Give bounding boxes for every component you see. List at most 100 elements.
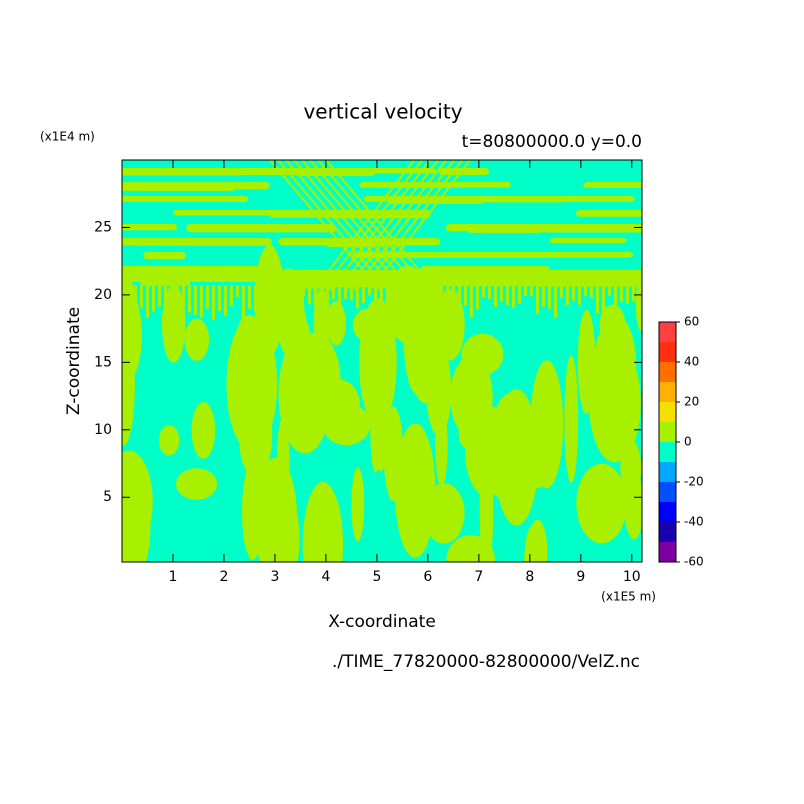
contour-region [175,468,218,500]
y-tick-label: 20 [94,287,112,303]
x-tick-label: 6 [423,569,432,585]
contour-region [301,160,413,291]
contour-region [435,405,448,487]
contour-region [345,160,447,291]
contour-region [356,285,359,309]
contour-region [272,268,305,348]
colorbar-tick-label: -40 [684,515,704,529]
contour-region [173,210,318,216]
contour-region [461,333,504,376]
contour-region [362,285,365,303]
contour-region [353,160,455,291]
subtitle: t=80800000.0 y=0.0 [462,132,642,152]
contour-region [132,238,272,246]
colorbar-bin [659,522,676,542]
chart-title: vertical velocity [303,100,462,124]
contour-region [351,467,365,542]
colorbar-bin [659,362,676,382]
contour-region [431,196,491,202]
colorbar-bin [659,402,676,422]
contour-region [140,285,143,308]
contour-region [188,285,191,313]
x-tick-label: 1 [169,569,178,585]
contour-region [394,423,436,558]
colorbar-bin [659,462,676,482]
y-axis-label: Z-coordinate [64,307,84,415]
contour-region [344,285,347,300]
contour-region [242,285,245,320]
x-tick-label: 9 [576,569,585,585]
contour-region [596,285,599,314]
contour-region [122,224,178,231]
contour-region [218,285,221,311]
contour-region [337,160,439,291]
contour-region [476,285,479,310]
contour-region [583,182,642,188]
contour-region [302,481,344,562]
contour-region [143,252,187,260]
contour-region [184,318,210,361]
x-tick-label: 8 [525,569,534,585]
contour-region [464,285,467,306]
contour-region [626,285,629,304]
contour-region [492,468,529,503]
contour-region [122,196,249,202]
contour-region [530,285,533,297]
contour-region [236,285,239,297]
contour-region [635,276,642,332]
colorbar-bin [659,542,676,562]
plot-frame [121,159,643,563]
colorbar-bin [659,482,676,502]
y-unit: (x1E4 m) [40,130,95,144]
colorbar-bin [659,382,676,402]
contour-region [512,285,515,308]
footer: ./TIME_77820000-82800000/VelZ.nc [332,652,640,672]
contour-region [122,270,642,282]
y-tick-label: 5 [103,489,112,505]
contour-region [590,285,593,299]
contour-region [564,355,579,483]
contour-region [332,285,335,299]
contour-region [560,285,563,298]
contour-region [576,463,628,544]
contour-region [434,288,465,361]
contour-field [122,160,642,562]
x-tick-label: 10 [623,569,641,585]
contour-region [158,285,161,307]
contour-region [488,285,491,300]
colorbar-tick-label: 0 [684,435,692,449]
contour-region [158,425,180,456]
contour-region [338,285,341,312]
contour-region [321,504,336,550]
contour-region [302,285,305,297]
contour-region [624,471,642,540]
contour-region [549,238,627,244]
contour-region [212,285,215,320]
contour-region [191,402,216,459]
x-tick-label: 2 [219,569,228,585]
colorbar-bin [659,342,676,362]
colorbar-tick-label: 60 [684,315,699,329]
x-tick-label: 5 [372,569,381,585]
contour-region [314,379,360,428]
contour-region [614,285,617,309]
contour-region [313,160,415,291]
colorbar-bin [659,442,676,462]
contour-region [548,285,551,309]
y-tick-label: 10 [94,422,112,438]
contour-region [584,285,587,296]
contour-region [285,160,397,291]
contour-region [177,168,312,174]
colorbar-bin [659,422,676,442]
contour-region [200,285,203,318]
contour-region [474,252,634,258]
contour-region [182,285,185,308]
contour-region [577,309,596,414]
contour-region [254,457,298,562]
contour-region [230,285,233,307]
contour-region [572,285,575,301]
contour-region [370,355,391,472]
contour-region [620,285,623,302]
contour-region [380,285,383,308]
